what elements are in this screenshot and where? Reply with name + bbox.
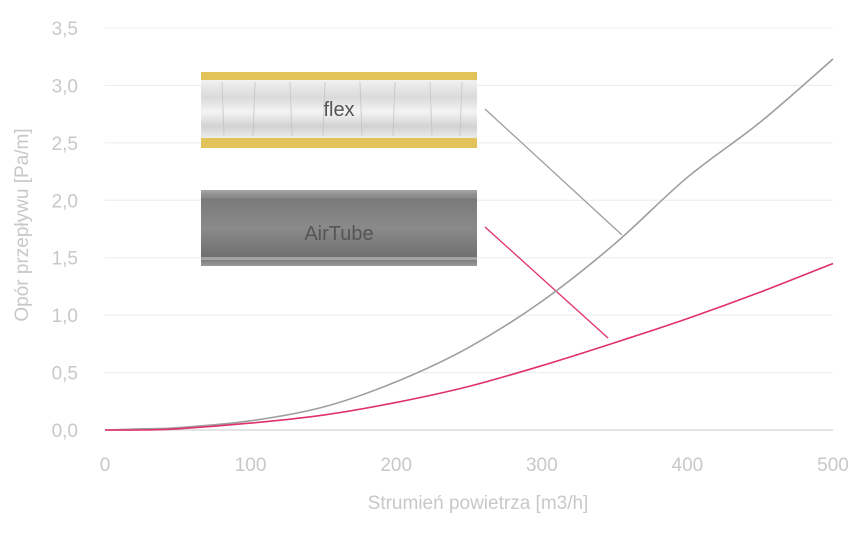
y-tick-label: 1,5 <box>52 249 78 270</box>
flex-leader-line <box>484 108 623 236</box>
x-tick-label: 200 <box>380 455 412 476</box>
y-tick-label: 0,5 <box>52 364 78 385</box>
x-axis-ticks: 0 100 200 300 400 500 <box>100 455 849 476</box>
y-tick-label: 2,0 <box>52 191 78 212</box>
y-tick-label: 2,5 <box>52 134 78 155</box>
y-axis-ticks: 0,0 0,5 1,0 1,5 2,0 2,5 3,0 3,5 <box>52 19 78 442</box>
x-tick-label: 100 <box>235 455 267 476</box>
series-line-flex <box>104 58 834 431</box>
y-tick-label: 0,0 <box>52 421 78 442</box>
x-tick-label: 500 <box>817 455 849 476</box>
x-tick-label: 300 <box>526 455 558 476</box>
airtube-label: AirTube <box>304 223 373 245</box>
flex-pipe-image: flex <box>201 72 477 148</box>
x-axis-title: Strumień powietrza [m3/h] <box>368 493 589 514</box>
y-tick-label: 3,5 <box>52 19 78 40</box>
y-axis-title: Opór przepływu [Pa/m] <box>12 128 33 321</box>
y-tick-label: 3,0 <box>52 76 78 97</box>
y-tick-label: 1,0 <box>52 306 78 327</box>
airtube-pipe-image: AirTube <box>201 190 477 266</box>
x-tick-label: 0 <box>100 455 111 476</box>
x-tick-label: 400 <box>672 455 704 476</box>
series-lines <box>104 58 834 431</box>
series-line-airtube <box>104 262 834 431</box>
airtube-leader-line <box>484 226 609 339</box>
flex-label: flex <box>323 99 354 121</box>
